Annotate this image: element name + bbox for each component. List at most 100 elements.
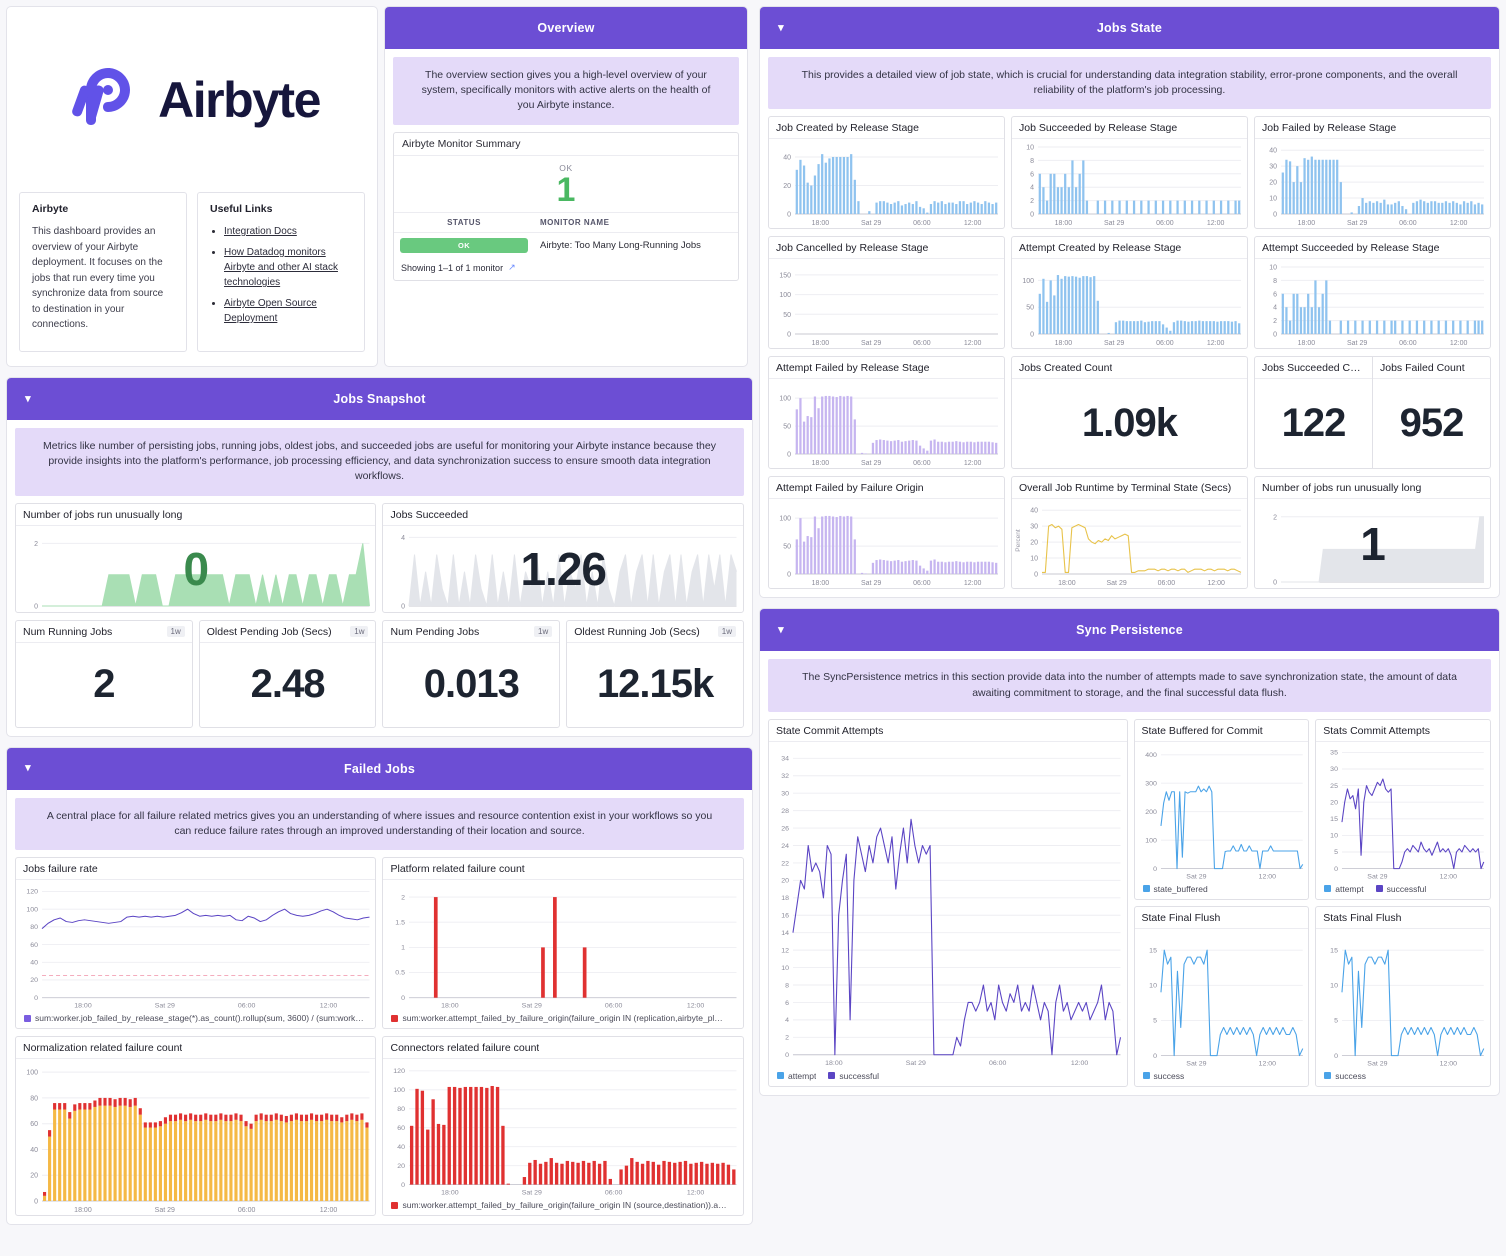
widget-title-text: Attempt Succeeded by Release Stage bbox=[1261, 242, 1440, 255]
widget-connectors-failure-count[interactable]: Connectors related failure count 0 20 40 60 8… bbox=[382, 1036, 744, 1217]
widget-plot[interactable]: 0 50 100 18:00 Sat 29 06:00 12:00 bbox=[769, 499, 1004, 588]
widget-jobs-failed-count[interactable]: Jobs Failed Count 952 bbox=[1371, 357, 1490, 469]
svg-text:Sat 29: Sat 29 bbox=[155, 1003, 176, 1010]
widget-attempt-failed-release[interactable]: Attempt Failed by Release Stage 0 50 100 18:… bbox=[767, 356, 1005, 470]
widget-plot[interactable]: 0 2 4 6 8 10 18:00 Sat 29 06:00 12:00 bbox=[1255, 259, 1490, 348]
widget-plot[interactable]: 0 50 100 18:00 Sat 29 06:00 12:00 bbox=[1012, 259, 1247, 348]
widget-plot[interactable]: 2.48 bbox=[200, 643, 376, 727]
list-item[interactable]: Airbyte Open Source Deployment bbox=[224, 296, 352, 326]
svg-text:10: 10 bbox=[1149, 983, 1157, 990]
widget-title: Attempt Succeeded by Release Stage bbox=[1254, 237, 1490, 260]
widget-plot[interactable]: 0 10 20 30 40 Percent 18:00 Sat 29 06:00 12:00 bbox=[1012, 499, 1247, 588]
svg-text:6: 6 bbox=[1030, 172, 1034, 179]
widget-plot[interactable]: 0 4 1.26 bbox=[383, 526, 743, 612]
widget-plot[interactable]: 952 bbox=[1373, 379, 1490, 468]
widget-state-buffered[interactable]: State Buffered for Commit 0 100 200 300 400 Sa… bbox=[1133, 718, 1310, 900]
widget-platform-failure-count[interactable]: Platform related failure count 0 0.5 1 1.5 2 1… bbox=[382, 857, 744, 1030]
widget-plot[interactable]: 0 5 10 15 Sat 29 12:00 bbox=[1135, 929, 1309, 1068]
legend-item[interactable]: attempt bbox=[1324, 884, 1364, 894]
external-link-icon[interactable]: ↗︎ bbox=[508, 262, 516, 273]
legend-item[interactable]: successful bbox=[1375, 884, 1426, 894]
widget-plot[interactable]: 0 100 200 300 400 Sat 29 12:00 bbox=[1135, 742, 1309, 881]
widget-plot[interactable]: 122 bbox=[1255, 379, 1372, 468]
widget-oldest-running-job[interactable]: Oldest Running Job (Secs) 1w 12.15k bbox=[566, 619, 744, 728]
legend-item[interactable]: sum:worker.attempt_failed_by_failure_ori… bbox=[391, 1013, 723, 1023]
list-item[interactable]: How Datadog monitors Airbyte and other A… bbox=[224, 245, 352, 290]
widget-attempt-failed-origin[interactable]: Attempt Failed by Failure Origin 0 50 100 18… bbox=[767, 476, 1005, 590]
widget-plot[interactable]: 1.09k bbox=[1012, 379, 1247, 468]
legend-item[interactable]: sum:worker.job_failed_by_release_stage(*… bbox=[24, 1013, 364, 1023]
widget-job-succeeded[interactable]: Job Succeeded by Release Stage 0 2 4 6 8 10 18:… bbox=[1010, 116, 1248, 230]
widget-stats-commit-attempts[interactable]: Stats Commit Attempts 0 5 10 15 20 25 30 35 Sat 2… bbox=[1315, 718, 1492, 900]
svg-text:2: 2 bbox=[402, 895, 406, 902]
chevron-down-icon[interactable]: ▾ bbox=[778, 21, 784, 34]
widget-state-commit-attempts[interactable]: State Commit Attempts 0 2 4 6 8 10 12 14 16 18 20 22… bbox=[767, 718, 1128, 1087]
legend-item[interactable]: attempt bbox=[776, 1071, 816, 1081]
widget-plot[interactable]: 0 10 20 30 40 18:00 Sat 29 06:00 12:00 bbox=[1255, 139, 1490, 228]
widget-plot[interactable]: 12.15k bbox=[567, 643, 743, 727]
widget-oldest-pending-job[interactable]: Oldest Pending Job (Secs) 1w 2.48 bbox=[198, 619, 377, 728]
group-overview-header[interactable]: Overview bbox=[385, 7, 747, 49]
svg-text:12:00: 12:00 bbox=[687, 1190, 705, 1197]
widget-plot[interactable]: 0 20 40 60 80 100 120 18:00 Sat 29 06:00 12:00 bbox=[383, 1059, 743, 1197]
group-sync-persistence-header[interactable]: ▾ Sync Persistence bbox=[759, 609, 1499, 652]
link-datadog-monitors[interactable]: How Datadog monitors Airbyte and other A… bbox=[224, 247, 338, 288]
legend-item[interactable]: successful bbox=[828, 1071, 879, 1081]
widget-jobs-failure-rate[interactable]: Jobs failure rate 0 20 40 60 80 100 120 18:00 Sat… bbox=[15, 857, 377, 1030]
group-jobs-state-header[interactable]: ▾ Jobs State bbox=[759, 7, 1499, 49]
widget-plot[interactable]: 0 20 40 60 80 100 120 18:00 Sat 29 06:00 12:00 bbox=[16, 880, 375, 1010]
widget-plot[interactable]: 2 bbox=[16, 643, 192, 727]
widget-jobs-succeeded-count[interactable]: Jobs Succeeded Count 122 bbox=[1254, 357, 1372, 468]
widget-jobs-run-unusually-long[interactable]: Number of jobs run unusually long 0 2 0 bbox=[15, 502, 377, 613]
group-overview: Overview The overview section gives you … bbox=[384, 6, 748, 367]
widget-job-failed[interactable]: Job Failed by Release Stage 0 10 20 30 40 18:0… bbox=[1253, 116, 1491, 230]
widget-plot[interactable]: 0 5 10 15 Sat 29 12:00 bbox=[1316, 929, 1490, 1068]
widget-plot[interactable]: 0 2 4 6 8 10 18:00 Sat 29 06:00 12:00 bbox=[1012, 139, 1247, 228]
group-jobs-snapshot-header[interactable]: ▾ Jobs Snapshot bbox=[7, 378, 752, 420]
widget-overall-job-runtime[interactable]: Overall Job Runtime by Terminal State (S… bbox=[1010, 476, 1248, 590]
svg-text:80: 80 bbox=[398, 1106, 406, 1113]
widget-job-cancelled[interactable]: Job Cancelled by Release Stage 0 50 100 150 1… bbox=[767, 236, 1005, 350]
svg-text:0: 0 bbox=[1273, 580, 1277, 587]
chevron-down-icon[interactable]: ▾ bbox=[25, 392, 31, 405]
chart-legend: state_buffered bbox=[1135, 881, 1309, 899]
link-integration-docs[interactable]: Integration Docs bbox=[224, 226, 297, 237]
group-failed-jobs-header[interactable]: ▾ Failed Jobs bbox=[7, 747, 752, 790]
legend-item[interactable]: state_buffered bbox=[1142, 884, 1208, 894]
widget-normalization-failure-count[interactable]: Normalization related failure count 0 20 40… bbox=[15, 1036, 377, 1217]
widget-plot[interactable]: 0.013 bbox=[383, 643, 559, 727]
widget-plot[interactable]: 0 50 100 18:00 Sat 29 06:00 12:00 bbox=[769, 379, 1004, 468]
widget-plot[interactable]: 0 50 100 150 18:00 Sat 29 06:00 12:00 bbox=[769, 259, 1004, 348]
widget-jobs-unusually-long[interactable]: Number of jobs run unusually long 0 2 1 bbox=[1253, 476, 1491, 590]
widget-num-pending-jobs[interactable]: Num Pending Jobs 1w 0.013 bbox=[382, 619, 561, 728]
widget-plot[interactable]: 0 5 10 15 20 25 30 35 Sat 29 12:00 bbox=[1316, 742, 1490, 881]
widget-plot[interactable]: 0 0.5 1 1.5 2 18:00 Sat 29 06:00 12:00 bbox=[383, 880, 743, 1010]
legend-item[interactable]: success bbox=[1142, 1071, 1184, 1081]
widget-plot[interactable]: 0 20 40 18:00 Sat 29 06:00 12:00 bbox=[769, 139, 1004, 228]
list-item[interactable]: Integration Docs bbox=[224, 224, 352, 239]
widget-num-running-jobs[interactable]: Num Running Jobs 1w 2 bbox=[15, 619, 193, 728]
chart-svg: 0 100 200 300 400 Sat 29 12:00 bbox=[1145, 752, 1303, 880]
legend-swatch bbox=[24, 1014, 31, 1022]
widget-stats-final-flush[interactable]: Stats Final Flush 0 5 10 15 Sat 29 12:00 succes… bbox=[1315, 905, 1492, 1087]
legend-item[interactable]: sum:worker.attempt_failed_by_failure_ori… bbox=[391, 1200, 727, 1210]
widget-plot[interactable]: 0 2 4 6 8 10 12 14 16 18 20 22 24 26 28 30 32 34 18:00 Sat … bbox=[769, 742, 1127, 1068]
widget-attempt-created[interactable]: Attempt Created by Release Stage 0 50 100 18… bbox=[1010, 236, 1248, 350]
cell-monitor-name[interactable]: Airbyte: Too Many Long-Running Jobs bbox=[540, 240, 701, 252]
widget-state-final-flush[interactable]: State Final Flush 0 5 10 15 Sat 29 12:00 succes… bbox=[1133, 905, 1310, 1087]
legend-item[interactable]: success bbox=[1324, 1071, 1366, 1081]
chevron-down-icon[interactable]: ▾ bbox=[25, 762, 31, 775]
widget-job-created[interactable]: Job Created by Release Stage 0 20 40 18:00 Sa… bbox=[767, 116, 1005, 230]
widget-jobs-succeeded[interactable]: Jobs Succeeded 0 4 1.26 bbox=[382, 502, 744, 613]
link-open-source-deployment[interactable]: Airbyte Open Source Deployment bbox=[224, 298, 317, 324]
widget-plot[interactable]: 0 20 40 60 80 100 18:00 Sat 29 06:00 12:00 bbox=[16, 1059, 375, 1215]
widget-jobs-created-count[interactable]: Jobs Created Count 1.09k bbox=[1010, 356, 1248, 470]
group-jobs-snapshot-note: Metrics like number of persisting jobs, … bbox=[15, 428, 744, 496]
table-row[interactable]: OK Airbyte: Too Many Long-Running Jobs bbox=[394, 233, 738, 259]
chevron-down-icon[interactable]: ▾ bbox=[778, 623, 784, 636]
svg-text:20: 20 bbox=[30, 1173, 38, 1180]
scalar-value: 1.09k bbox=[1081, 401, 1178, 446]
widget-attempt-succeeded[interactable]: Attempt Succeeded by Release Stage 0 2 4 6 8 1… bbox=[1253, 236, 1491, 350]
